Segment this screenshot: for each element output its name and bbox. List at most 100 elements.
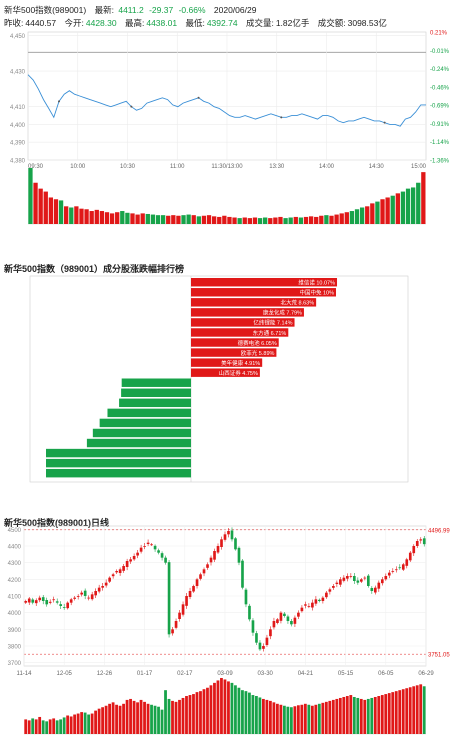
volume-bar bbox=[178, 699, 181, 734]
open-value: 4428.30 bbox=[85, 18, 117, 28]
candle-body bbox=[160, 553, 164, 558]
volume-bar bbox=[74, 206, 79, 224]
volume-bar bbox=[155, 215, 161, 224]
candle-body bbox=[178, 612, 181, 619]
pct-tick-label: -0.24% bbox=[430, 67, 450, 73]
candle-body bbox=[332, 586, 335, 588]
candle-body bbox=[342, 577, 346, 581]
x-tick-label: 06-05 bbox=[378, 671, 394, 677]
volume-bar bbox=[370, 203, 375, 224]
volume-bar bbox=[195, 692, 199, 734]
rank-bar-label: 维信诺 10.07% bbox=[298, 279, 335, 287]
y-tick-label: 4,430 bbox=[10, 70, 26, 76]
candle-body bbox=[185, 596, 188, 606]
volume-bar bbox=[377, 696, 381, 734]
daily-title: 新华500指数(989001)日线 bbox=[4, 518, 110, 528]
volume-bar bbox=[213, 682, 216, 734]
index-name: 新华500指数(989001) bbox=[4, 5, 87, 15]
candle-body bbox=[328, 589, 332, 592]
candle-body bbox=[366, 575, 370, 586]
volume-bar bbox=[150, 214, 156, 224]
candle-body bbox=[258, 642, 262, 650]
candle-body bbox=[244, 589, 248, 605]
volume-bar bbox=[391, 692, 395, 734]
rank-bar bbox=[191, 358, 263, 367]
volume-bar bbox=[408, 687, 412, 734]
volume-bar bbox=[278, 216, 283, 224]
volume-bar bbox=[111, 702, 115, 734]
volume-bar bbox=[130, 213, 135, 224]
candle-body bbox=[234, 538, 237, 550]
volume-bar bbox=[181, 215, 186, 224]
y-tick-label: 4,450 bbox=[10, 34, 26, 40]
candle-body bbox=[111, 574, 115, 577]
volume-bar bbox=[24, 719, 28, 734]
y-tick-label: 4000 bbox=[8, 611, 22, 617]
rank-bar bbox=[191, 368, 260, 377]
candle-body bbox=[24, 601, 28, 603]
min-label: 3751.05 bbox=[428, 653, 450, 659]
volume-bar bbox=[146, 703, 150, 734]
candle-body bbox=[300, 607, 304, 612]
candle-body bbox=[353, 576, 356, 581]
rank-bar-label: 欧菲光 5.89% bbox=[241, 349, 275, 357]
volume-bar bbox=[380, 695, 384, 734]
quote-header-line2: 昨收: 4440.57 今开: 4428.30 最高: 4438.01 最低: 4392… bbox=[4, 17, 393, 29]
x-tick-label: 05-15 bbox=[338, 671, 354, 677]
volume-bar bbox=[227, 216, 232, 224]
volume-bar bbox=[223, 679, 227, 734]
candle-body bbox=[373, 587, 377, 593]
candle-body bbox=[118, 569, 122, 573]
x-tick-label: 03-30 bbox=[258, 671, 274, 677]
volume-bar bbox=[83, 712, 87, 734]
pct-tick-label: -1.36% bbox=[430, 159, 450, 165]
candle-body bbox=[265, 637, 269, 645]
x-tick-label: 11:30/13:00 bbox=[211, 164, 243, 170]
rank-bar-label: 亿纬锂能 7.14% bbox=[253, 319, 292, 327]
volume-bar bbox=[387, 693, 391, 734]
y-tick-label: 4100 bbox=[8, 595, 22, 601]
volume-bar bbox=[97, 708, 101, 734]
candle-body bbox=[408, 552, 412, 561]
x-tick-label: 13:30 bbox=[269, 164, 285, 170]
rank-bar bbox=[191, 338, 279, 347]
rank-bar bbox=[191, 288, 336, 297]
volume-bar bbox=[384, 694, 388, 734]
intraday-chart: 4,450 4,430 4,410 4,400 4,390 4,380 0.21% -0.01… bbox=[10, 31, 450, 225]
x-tick-label: 10:00 bbox=[70, 164, 86, 170]
volume-bar bbox=[283, 218, 288, 224]
price-marker bbox=[130, 105, 133, 108]
volume-bar bbox=[237, 687, 241, 734]
volume-bar bbox=[300, 704, 304, 734]
volume-bar bbox=[84, 209, 89, 224]
volume-bar bbox=[373, 696, 377, 734]
candle-body bbox=[349, 576, 353, 577]
rank-bar-label: 美年健康 4.91% bbox=[221, 359, 260, 367]
candle-body bbox=[73, 597, 77, 599]
prev-close-value: 4440.57 bbox=[25, 18, 57, 28]
candle-body bbox=[241, 560, 244, 588]
volume-bar bbox=[268, 700, 272, 734]
rank-bar-label: 红塔证券 -5.76% bbox=[193, 409, 234, 417]
volume-bar bbox=[385, 197, 390, 224]
volume-bar bbox=[69, 207, 74, 224]
x-tick-label: 12-05 bbox=[57, 671, 73, 677]
candle-body bbox=[304, 604, 307, 606]
volume-bar bbox=[288, 217, 293, 224]
volume-bar bbox=[191, 215, 196, 224]
candle-body bbox=[216, 546, 220, 553]
candle-body bbox=[279, 612, 283, 621]
volume-bar bbox=[265, 699, 269, 734]
volume-bar bbox=[338, 697, 342, 734]
volume-bar bbox=[108, 703, 111, 734]
volume-bar bbox=[257, 218, 263, 224]
volume-bar bbox=[421, 172, 426, 224]
candle-body bbox=[195, 579, 199, 586]
volume-bar bbox=[255, 696, 258, 734]
candle-body bbox=[45, 600, 49, 605]
rank-bar bbox=[92, 428, 191, 438]
candle-body bbox=[129, 559, 132, 562]
volume-bar bbox=[160, 215, 166, 224]
candle-body bbox=[293, 617, 297, 624]
volume-bar bbox=[232, 217, 237, 224]
